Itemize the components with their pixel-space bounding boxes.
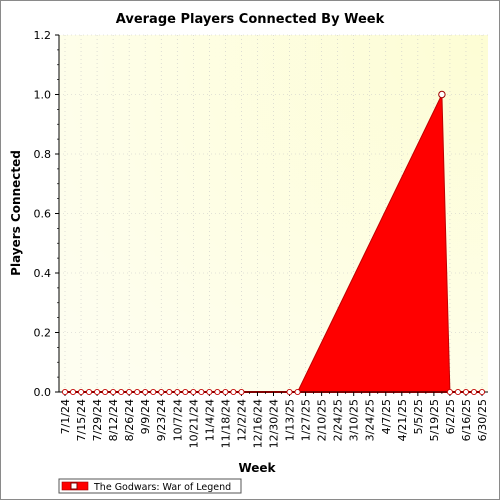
x-tick-label: 3/10/25 [348,399,361,441]
data-point [142,388,149,396]
y-tick-label: 0.2 [34,327,52,340]
x-tick-label: 8/26/24 [123,399,136,441]
x-tick-label: 1/13/25 [284,399,297,441]
x-tick-label: 4/7/25 [380,399,393,434]
x-tick-label: 12/2/24 [235,399,248,441]
data-point [198,388,205,396]
x-tick-label: 6/16/25 [460,399,473,441]
data-point [230,388,237,396]
chart-title: Average Players Connected By Week [116,12,385,27]
data-point [158,388,165,396]
x-tick-label: 8/12/24 [107,399,120,441]
data-point [166,388,173,396]
data-point [182,388,189,396]
data-point [294,388,301,396]
data-point [206,388,213,396]
data-point [86,388,93,396]
data-point [438,90,446,99]
data-point [134,388,141,396]
x-tick-label: 10/21/24 [187,399,200,448]
legend-box [58,478,242,494]
x-tick-label: 10/7/24 [171,399,184,441]
data-point [77,388,85,396]
x-tick-label: 12/16/24 [251,399,264,448]
data-point [470,388,478,396]
x-tick-label: 11/4/24 [203,399,216,441]
x-tick-label: 7/29/24 [91,399,104,441]
x-tick-label: 3/24/25 [364,399,377,441]
x-tick-label: 11/18/24 [219,399,232,448]
x-tick-label: 1/27/25 [300,399,313,441]
data-markers [61,90,486,396]
x-tick-label: 5/19/25 [428,399,441,441]
x-axis-label: Week [238,461,276,475]
x-axis-ticks: 7/1/24 7/15/24 7/29/24 8/12/24 8/26/24 9/9/24… [59,392,489,448]
data-point [462,388,470,396]
x-tick-label: 4/21/25 [396,399,409,441]
data-point [118,388,125,396]
x-tick-label: 7/1/24 [59,399,72,434]
legend: The Godwars: War of Legend [58,478,242,494]
data-point [102,388,109,396]
data-point [150,388,157,396]
y-tick-label: 0.6 [34,208,52,221]
data-point [478,388,486,396]
y-tick-label: 1.2 [34,29,52,42]
data-point [126,388,133,396]
x-tick-label: 2/10/25 [316,399,329,441]
x-tick-label: 2/24/25 [332,399,345,441]
legend-label: The Godwars: War of Legend [93,482,231,493]
data-point [222,388,229,396]
x-tick-label: 9/9/24 [139,399,152,434]
data-point [190,388,197,396]
x-tick-label: 7/15/24 [75,399,88,441]
data-point [238,388,245,396]
y-tick-label: 0.4 [34,267,52,280]
x-tick-label: 12/30/24 [268,399,281,448]
x-tick-label: 5/5/25 [412,399,425,434]
x-tick-label: 6/2/25 [444,399,457,434]
x-tick-label: 9/23/24 [155,399,168,441]
data-point [110,388,117,396]
y-tick-label: 0.8 [34,148,52,161]
data-point [286,388,293,396]
data-point [454,388,461,396]
data-point [174,388,181,396]
legend-marker [70,482,78,490]
y-axis-ticks: 0.0 0.2 0.4 0.6 0.8 1.0 1.2 [34,29,59,399]
y-tick-label: 1.0 [34,89,52,102]
data-point [446,388,453,396]
x-tick-label: 6/30/25 [476,399,489,441]
y-tick-label: 0.0 [34,386,52,399]
y-axis-label: Players Connected [9,150,23,276]
data-point [94,388,101,396]
data-point [69,388,77,396]
data-point [214,388,221,396]
data-point [61,388,69,396]
